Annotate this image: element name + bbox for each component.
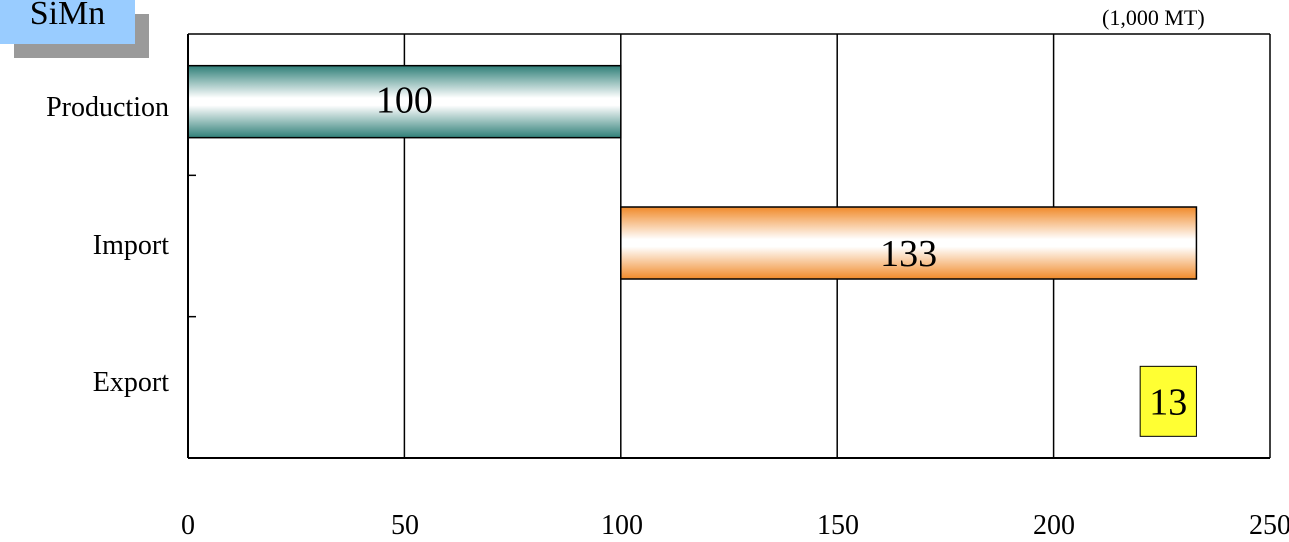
data-label-production: 100 xyxy=(376,80,433,122)
units-label: (1,000 MT) xyxy=(1102,5,1205,30)
bar-production xyxy=(187,64,622,139)
category-label-import: Import xyxy=(92,230,169,261)
bar-export xyxy=(1139,365,1197,437)
category-label-export: Export xyxy=(92,367,169,398)
chart-title-box: SiMn xyxy=(0,0,135,44)
bar-import xyxy=(620,206,1198,280)
bar-chart: 100 133 13 xyxy=(187,33,1271,459)
axes xyxy=(187,34,1270,459)
chart-title: SiMn xyxy=(29,0,106,32)
data-labels: 100 133 13 xyxy=(376,80,1187,424)
data-label-export: 13 xyxy=(1149,381,1187,423)
data-label-import: 133 xyxy=(880,233,937,275)
bars xyxy=(187,64,1198,437)
category-label-production: Production xyxy=(46,92,169,123)
